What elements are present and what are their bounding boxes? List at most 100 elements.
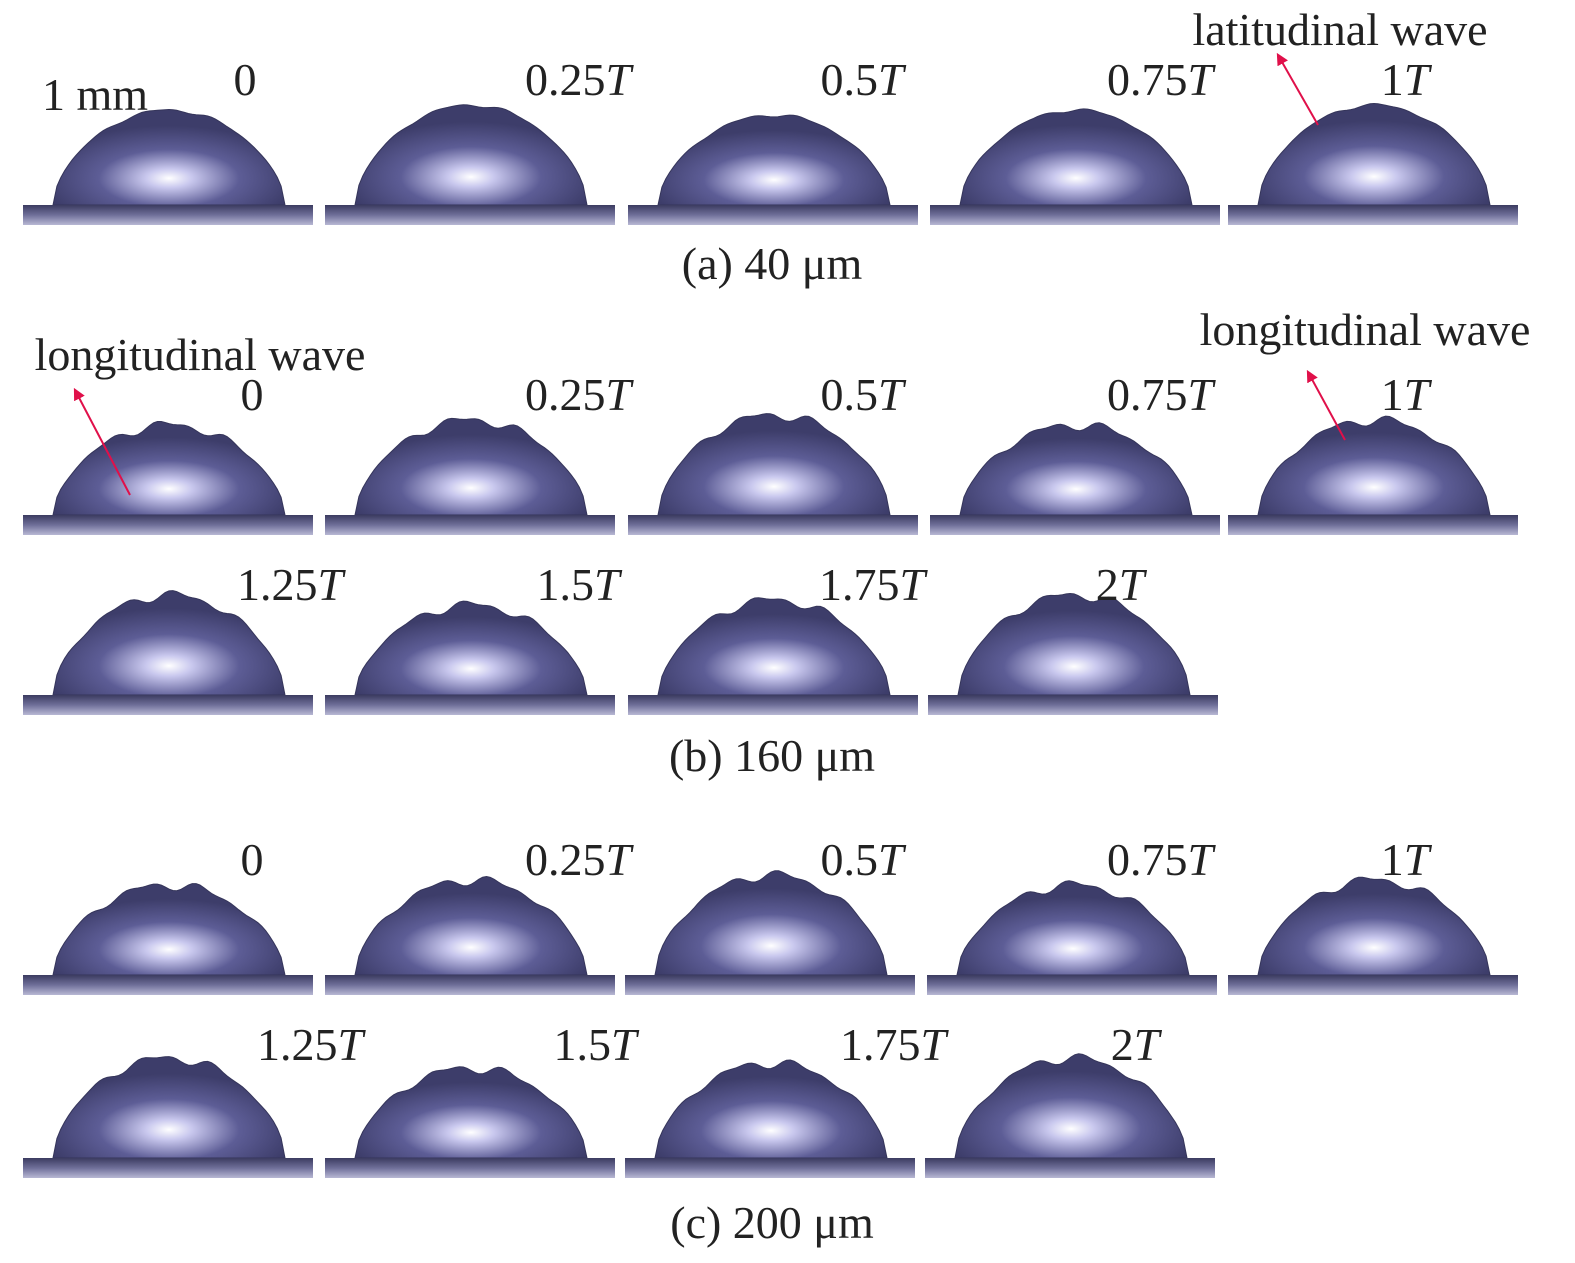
droplet: [959, 108, 1193, 206]
frame-number: 1: [1381, 834, 1404, 885]
frame-number: 0: [241, 369, 264, 420]
frame-number: 1.5: [536, 559, 594, 610]
frame: 1.75T: [625, 1019, 949, 1178]
droplet: [1257, 415, 1491, 516]
frame: 1.75T: [628, 559, 928, 715]
frame-symbol: T: [605, 369, 634, 420]
substrate: [325, 515, 615, 535]
frame: 0: [23, 834, 313, 995]
droplet: [1257, 876, 1491, 976]
frame-number: 0.5: [820, 369, 878, 420]
substrate: [1228, 975, 1518, 995]
frame-number: 2: [1111, 1019, 1134, 1070]
frame-number: 0.75: [1107, 54, 1188, 105]
frame-symbol: T: [337, 1019, 366, 1070]
frame: 1T: [1228, 54, 1518, 225]
panel-caption: (c) 200 μm: [670, 1197, 874, 1248]
substrate: [628, 515, 918, 535]
frame-label: 1.75T: [819, 559, 929, 610]
frame-label: 2T: [1096, 559, 1148, 610]
droplet: [52, 883, 286, 976]
substrate: [325, 695, 615, 715]
frame-label: 1T: [1381, 369, 1433, 420]
substrate: [930, 205, 1220, 225]
frame-symbol: T: [878, 54, 907, 105]
frame-symbol: T: [317, 559, 346, 610]
frame-number: 2: [1096, 559, 1119, 610]
droplet: [354, 875, 588, 976]
droplet: [657, 114, 891, 206]
frame: 0: [23, 54, 313, 225]
frame: 1T: [1228, 369, 1518, 535]
substrate: [1228, 515, 1518, 535]
frame-symbol: T: [878, 834, 907, 885]
frame-number: 0.75: [1107, 834, 1188, 885]
droplet: [959, 422, 1193, 516]
frame-label: 1T: [1381, 54, 1433, 105]
substrate: [628, 695, 918, 715]
frame-number: 0.25: [525, 54, 606, 105]
droplet: [354, 600, 588, 696]
frame-label: 0.25T: [525, 54, 635, 105]
frame-label: 0.5T: [820, 369, 907, 420]
frame: 0.75T: [927, 834, 1217, 995]
panel-caption: (a) 40 μm: [682, 238, 863, 289]
panel-caption: (b) 160 μm: [669, 730, 875, 781]
annotation-arrow: [73, 387, 131, 496]
substrate: [23, 695, 313, 715]
droplet: [52, 590, 286, 696]
droplet: [354, 1066, 588, 1159]
droplet: [954, 1053, 1188, 1159]
frame: 0.5T: [625, 834, 915, 995]
substrate: [625, 975, 915, 995]
droplet: [654, 870, 888, 976]
frame: 1.25T: [23, 1019, 366, 1178]
frame-label: 0.5T: [820, 834, 907, 885]
frame-symbol: T: [878, 369, 907, 420]
frame: 1.5T: [325, 1019, 640, 1178]
frame-label: 0: [241, 834, 264, 885]
frame: 1.25T: [23, 559, 346, 715]
substrate: [628, 205, 918, 225]
frame-number: 1.5: [553, 1019, 611, 1070]
frame-label: 0: [241, 369, 264, 420]
frame-symbol: T: [611, 1019, 640, 1070]
annotation: latitudinal wave: [1192, 4, 1487, 55]
substrate: [1228, 205, 1518, 225]
frame-label: 2T: [1111, 1019, 1163, 1070]
droplet: [52, 421, 286, 516]
substrate: [925, 1158, 1215, 1178]
annotation-arrow: [1306, 369, 1346, 441]
annotation: longitudinal wave: [1200, 304, 1531, 355]
frame-symbol: T: [1187, 369, 1216, 420]
frame-symbol: T: [605, 54, 634, 105]
panel: 0 0.25T 0.5T 0.75T 1T1.25T 1.5T 1.75T 2T(c) 200…: [23, 834, 1518, 1248]
frame-label: 1.5T: [536, 559, 623, 610]
frame-label: 1.25T: [237, 559, 347, 610]
frame-number: 1.75: [840, 1019, 921, 1070]
frame-symbol: T: [1404, 54, 1433, 105]
frame-number: 0.5: [820, 54, 878, 105]
frame-label: 0.25T: [525, 369, 635, 420]
frame-symbol: T: [1134, 1019, 1163, 1070]
annotation-arrow: [1276, 52, 1319, 126]
frame-number: 0.25: [525, 834, 606, 885]
frame: 1T: [1228, 834, 1518, 995]
frame-symbol: T: [1187, 54, 1216, 105]
frame-symbol: T: [1187, 834, 1216, 885]
frame-number: 0.5: [820, 834, 878, 885]
frame-label: 0.75T: [1107, 369, 1217, 420]
substrate: [927, 975, 1217, 995]
droplet: [52, 1056, 286, 1159]
frame: 0.25T: [325, 834, 634, 995]
frame-label: 0: [234, 54, 257, 105]
frame-symbol: T: [1404, 834, 1433, 885]
frame-symbol: T: [605, 834, 634, 885]
frame-label: 1.25T: [257, 1019, 367, 1070]
droplet: [354, 417, 588, 516]
frame-symbol: T: [1119, 559, 1148, 610]
frame-label: 0.75T: [1107, 834, 1217, 885]
droplet: [657, 597, 891, 696]
frame-symbol: T: [594, 559, 623, 610]
frame-number: 0.75: [1107, 369, 1188, 420]
